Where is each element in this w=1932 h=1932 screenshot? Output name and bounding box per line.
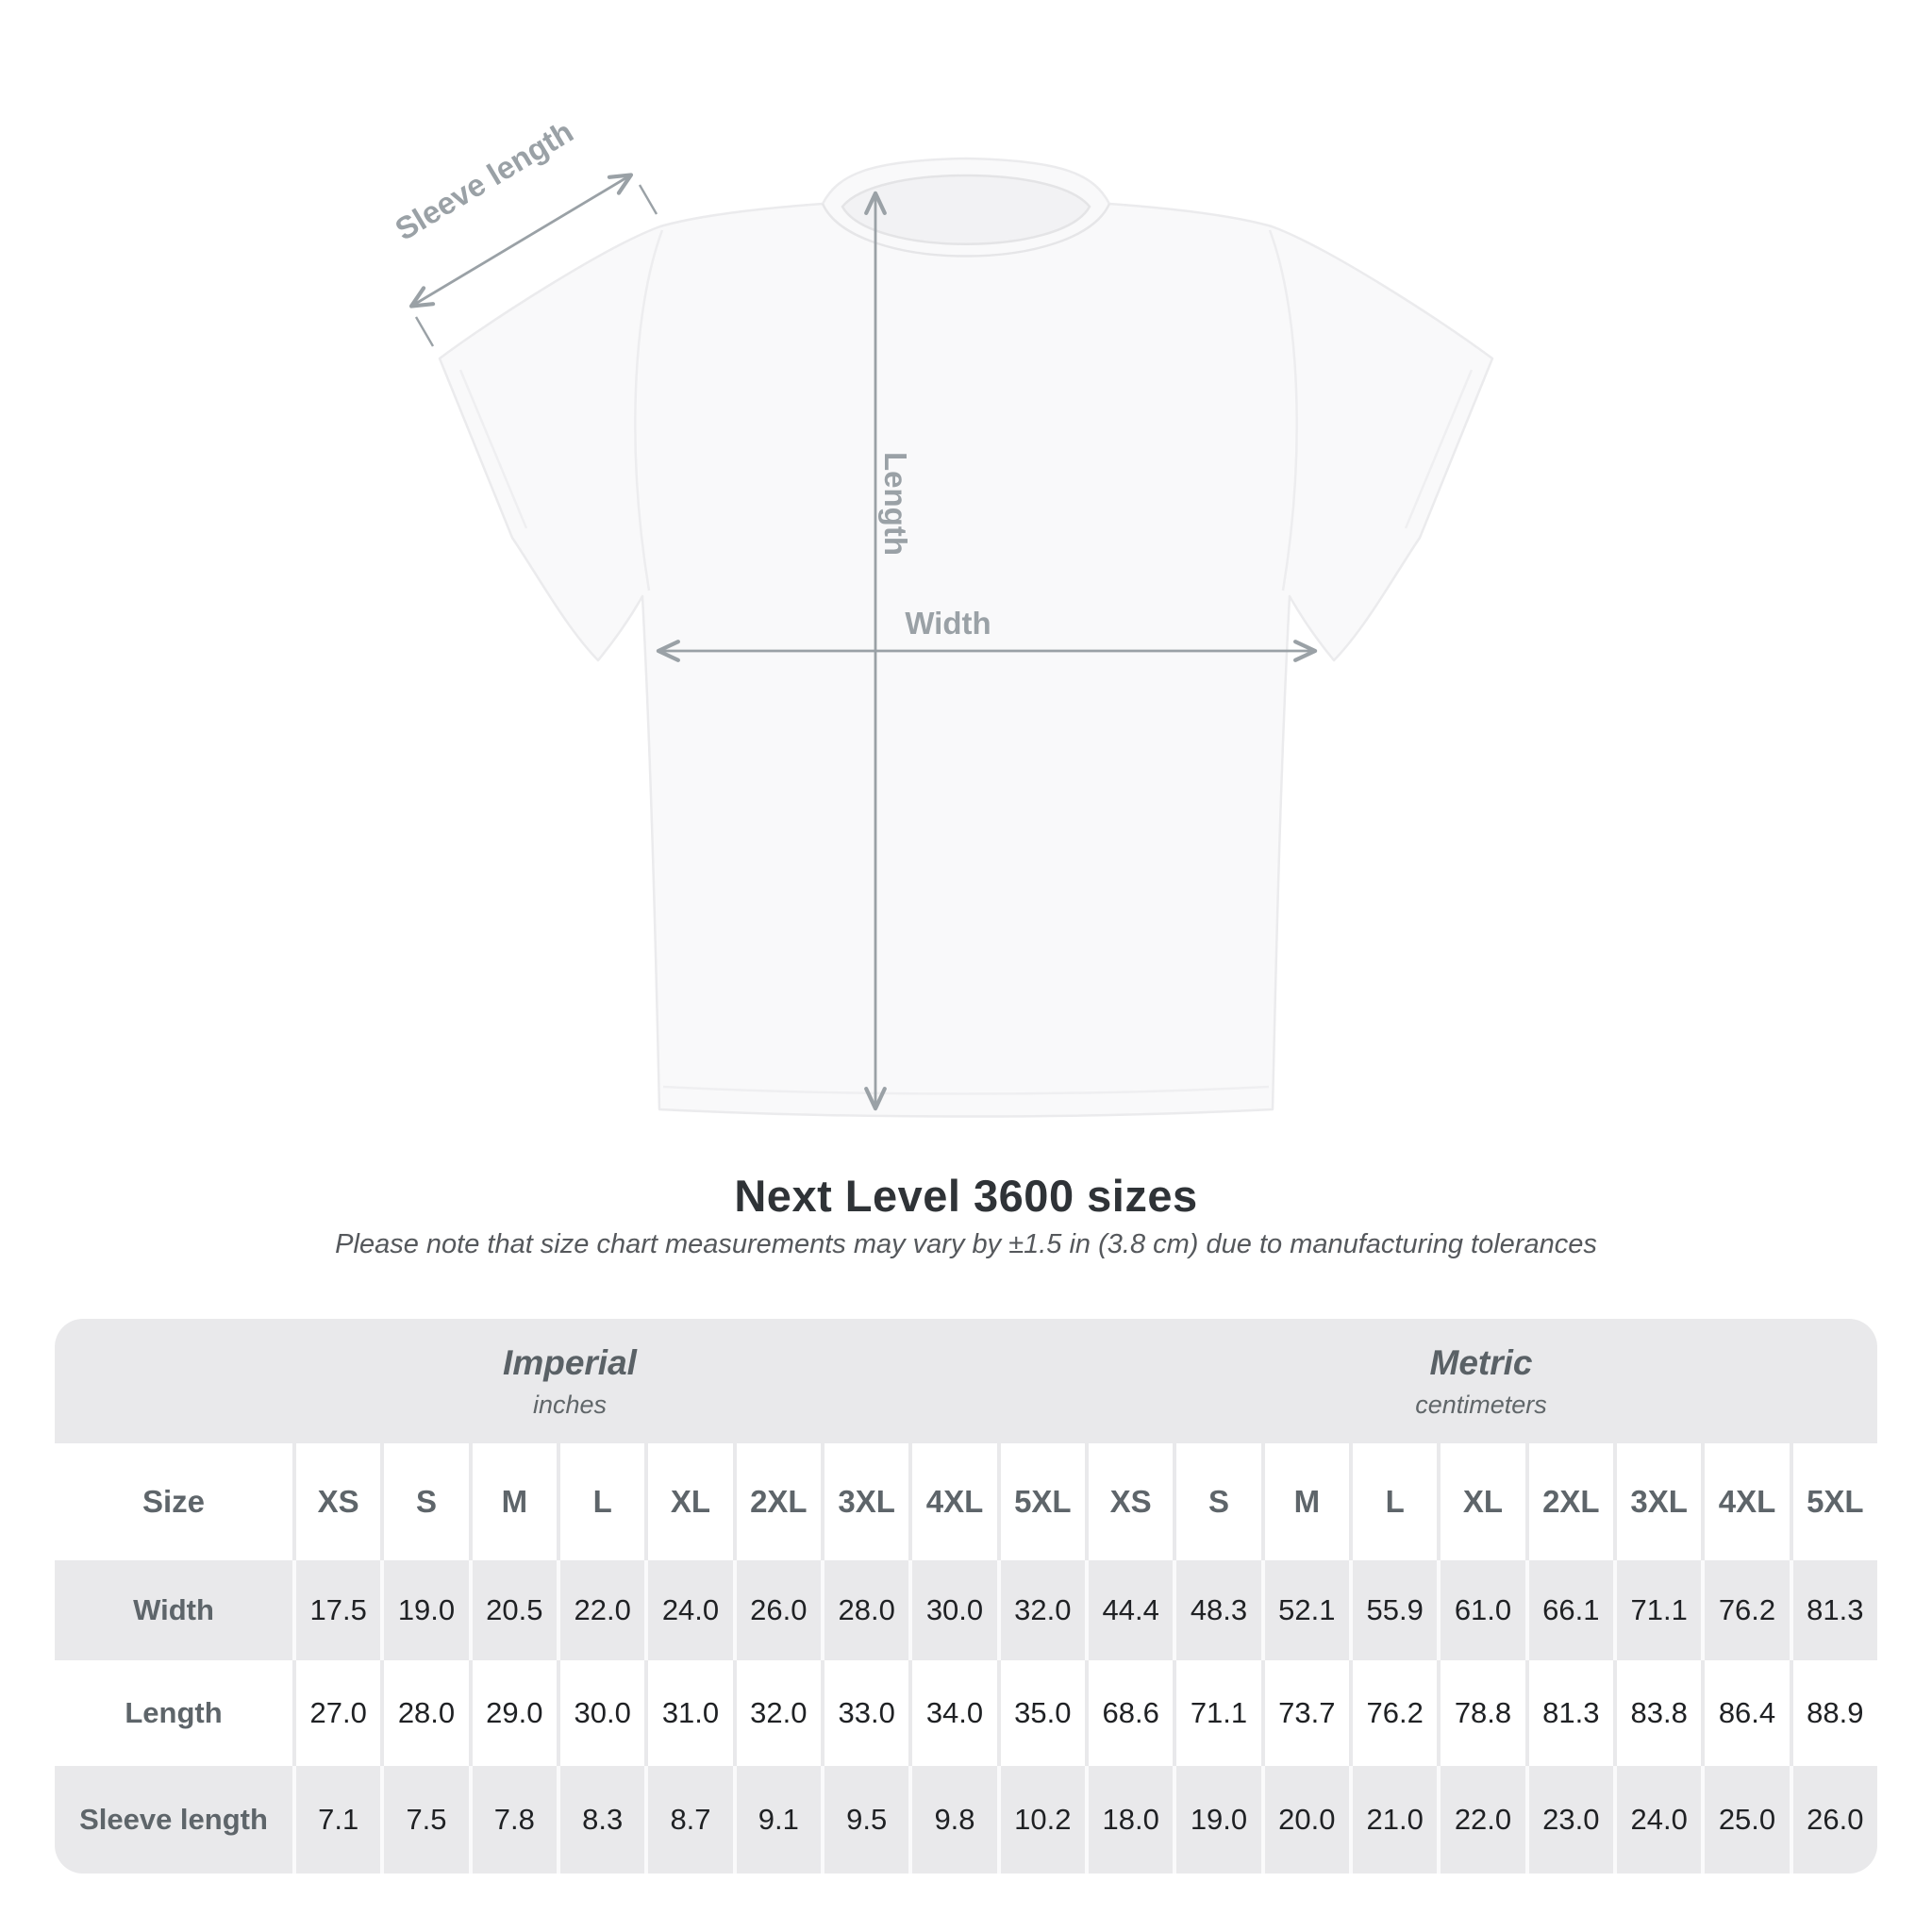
value-cell: 34.0: [908, 1660, 996, 1766]
value-cell: 17.5: [292, 1560, 381, 1660]
value-cell: 68.6: [1085, 1660, 1173, 1766]
value-cell: 35.0: [996, 1660, 1085, 1766]
col-header: S: [380, 1443, 468, 1560]
tolerance-note: Please note that size chart measurements…: [335, 1229, 1597, 1259]
sleeve-length-arrow: [408, 173, 634, 308]
value-cell: 52.1: [1260, 1560, 1349, 1660]
col-header: 3XL: [1613, 1443, 1701, 1560]
value-cell: 18.0: [1085, 1766, 1174, 1874]
imperial-unit: inches: [532, 1390, 608, 1419]
row-label-sleeve-length: Sleeve length: [55, 1766, 292, 1874]
col-header: M: [1260, 1443, 1349, 1560]
metric-band: Metric centimeters: [1085, 1319, 1877, 1443]
value-cell: 83.8: [1613, 1660, 1701, 1766]
value-cell: 32.0: [732, 1660, 821, 1766]
value-cell: 32.0: [996, 1560, 1085, 1660]
value-cell: 44.4: [1085, 1560, 1174, 1660]
value-cell: 26.0: [732, 1560, 821, 1660]
tshirt-measurement-diagram: Sleeve length Length Width: [389, 113, 1494, 1118]
value-cell: 25.0: [1701, 1766, 1790, 1874]
imperial-band: Imperial inches: [55, 1319, 1085, 1443]
size-table: Imperial inches Metric centimeters Size …: [55, 1319, 1877, 1874]
imperial-title: Imperial: [503, 1342, 637, 1382]
sleeve-extension-tick-top: [638, 184, 658, 215]
value-cell: 73.7: [1260, 1660, 1349, 1766]
col-header: XS: [292, 1443, 380, 1560]
value-cell: 22.0: [1437, 1766, 1525, 1874]
value-cell: 76.2: [1349, 1660, 1437, 1766]
value-cell: 78.8: [1437, 1660, 1524, 1766]
col-header: S: [1173, 1443, 1260, 1560]
value-cell: 28.0: [821, 1560, 909, 1660]
col-header: XS: [1085, 1443, 1173, 1560]
value-cell: 26.0: [1789, 1766, 1877, 1874]
page-title: Next Level 3600 sizes: [734, 1171, 1198, 1221]
value-cell: 8.3: [557, 1766, 645, 1874]
value-cell: 88.9: [1789, 1660, 1877, 1766]
value-cell: 71.1: [1173, 1660, 1260, 1766]
metric-unit: centimeters: [1415, 1390, 1547, 1419]
collar: [841, 174, 1091, 245]
value-cell: 7.1: [292, 1766, 381, 1874]
col-header: XL: [1437, 1443, 1524, 1560]
value-cell: 22.0: [557, 1560, 645, 1660]
value-cell: 29.0: [468, 1660, 557, 1766]
value-cell: 27.0: [292, 1660, 380, 1766]
col-header: 4XL: [908, 1443, 996, 1560]
value-cell: 10.2: [996, 1766, 1085, 1874]
col-header: XL: [644, 1443, 732, 1560]
col-header: 2XL: [732, 1443, 821, 1560]
col-header: 5XL: [1789, 1443, 1877, 1560]
width-label: Width: [905, 606, 991, 641]
value-cell: 28.0: [380, 1660, 468, 1766]
sleeve-length-label: Sleeve length: [389, 113, 578, 246]
value-cell: 19.0: [1173, 1766, 1261, 1874]
value-cell: 61.0: [1437, 1560, 1525, 1660]
length-label: Length: [878, 452, 913, 556]
value-cell: 9.1: [732, 1766, 821, 1874]
value-cell: 24.0: [644, 1560, 733, 1660]
value-cell: 7.5: [380, 1766, 469, 1874]
col-header: 3XL: [821, 1443, 908, 1560]
row-label-width: Width: [55, 1560, 292, 1660]
value-cell: 55.9: [1349, 1560, 1438, 1660]
value-cell: 9.5: [821, 1766, 909, 1874]
value-cell: 9.8: [908, 1766, 997, 1874]
value-cell: 31.0: [644, 1660, 732, 1766]
value-cell: 76.2: [1701, 1560, 1790, 1660]
value-cell: 7.8: [468, 1766, 557, 1874]
col-header: M: [468, 1443, 557, 1560]
col-header: 2XL: [1524, 1443, 1613, 1560]
value-cell: 30.0: [557, 1660, 644, 1766]
row-label-length: Length: [125, 1696, 223, 1729]
col-header: 5XL: [996, 1443, 1085, 1560]
value-cell: 71.1: [1613, 1560, 1702, 1660]
value-cell: 66.1: [1524, 1560, 1613, 1660]
value-cell: 8.7: [644, 1766, 733, 1874]
value-cell: 20.0: [1260, 1766, 1349, 1874]
value-cell: 19.0: [380, 1560, 469, 1660]
sleeve-extension-tick-bottom: [414, 316, 435, 347]
value-cell: 24.0: [1613, 1766, 1702, 1874]
size-col-header: Size: [142, 1484, 206, 1519]
metric-title: Metric: [1429, 1342, 1533, 1382]
col-header: L: [1349, 1443, 1437, 1560]
col-header: L: [557, 1443, 644, 1560]
col-header: 4XL: [1701, 1443, 1789, 1560]
value-cell: 21.0: [1349, 1766, 1438, 1874]
tshirt-graphic: [438, 157, 1494, 1118]
value-cell: 23.0: [1524, 1766, 1613, 1874]
value-cell: 86.4: [1701, 1660, 1789, 1766]
value-cell: 33.0: [821, 1660, 908, 1766]
value-cell: 81.3: [1789, 1560, 1877, 1660]
value-cell: 20.5: [468, 1560, 557, 1660]
value-cell: 81.3: [1524, 1660, 1613, 1766]
value-cell: 30.0: [908, 1560, 997, 1660]
value-cell: 48.3: [1173, 1560, 1261, 1660]
